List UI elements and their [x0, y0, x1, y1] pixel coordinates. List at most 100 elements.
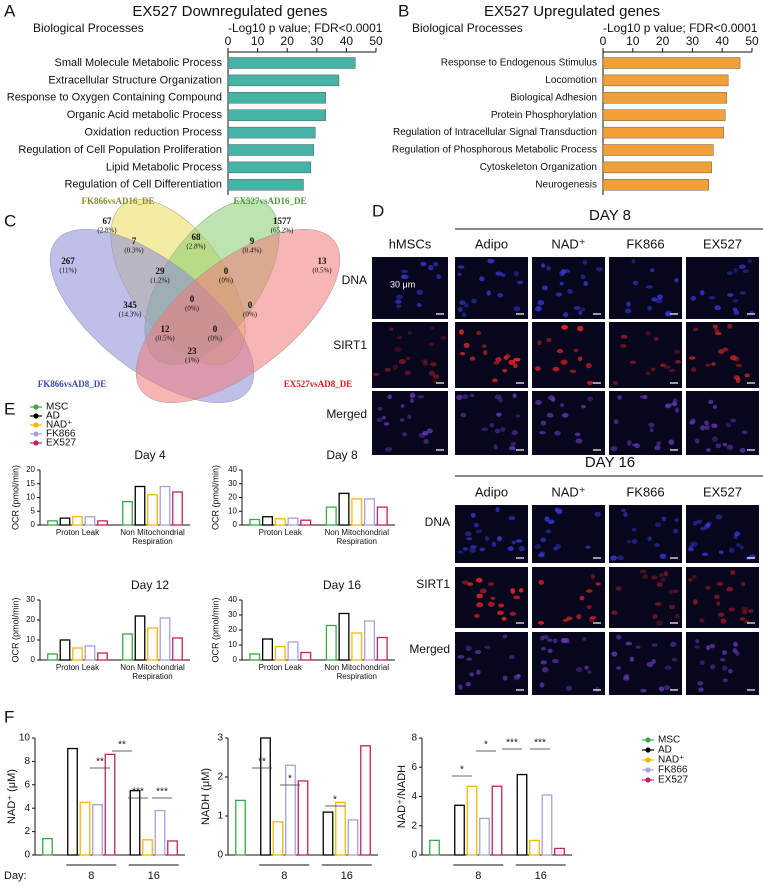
venn-percent: (0.5%): [312, 267, 332, 275]
venn-percent: (2.8%): [97, 227, 117, 235]
bar: [227, 179, 304, 191]
micrograph: [455, 632, 528, 695]
nucleus: [708, 296, 716, 300]
nucleus: [726, 586, 734, 592]
nucleus: [656, 581, 663, 587]
category-label: Response to Endogenous Stimulus: [441, 58, 597, 69]
bar: [364, 498, 375, 526]
label-box: Proton Leak: [55, 528, 100, 537]
y-tick-label: 20: [26, 465, 35, 474]
nucleus: [456, 394, 463, 401]
nucleus: [535, 305, 542, 312]
bar: [285, 764, 296, 856]
nucleus: [385, 446, 393, 452]
panel-label: A: [4, 1, 16, 20]
nucleus: [580, 404, 586, 409]
nucleus: [497, 293, 504, 298]
micrograph: [609, 322, 682, 388]
nucleus: [399, 418, 405, 422]
nucleus: [642, 394, 648, 400]
nucleus: [590, 574, 595, 580]
nucleus: [574, 432, 581, 437]
bar: [338, 492, 350, 526]
nucleus: [739, 448, 746, 453]
x-tick-label: 30: [686, 34, 700, 48]
nucleus: [483, 349, 488, 356]
nucleus: [622, 677, 630, 681]
nucleus: [730, 570, 736, 576]
row-label: Merged: [409, 642, 450, 656]
venn-count: 7: [132, 236, 137, 246]
nucleus: [651, 575, 658, 580]
nucleus: [700, 425, 706, 431]
venn-set-label: EX527vsAD16_DE: [233, 196, 306, 206]
nucleus: [706, 448, 711, 452]
nucleus: [668, 368, 676, 373]
nucleus: [462, 547, 469, 551]
y-tick-label: 0: [411, 850, 417, 861]
nucleus: [649, 428, 654, 433]
bar: [260, 737, 271, 856]
nucleus: [541, 666, 549, 673]
nucleus: [494, 428, 501, 434]
nucleus: [436, 274, 441, 280]
nucleus: [464, 531, 472, 537]
nucleus: [428, 370, 435, 376]
nucleus: [738, 264, 746, 269]
nucleus: [404, 370, 411, 376]
nucleus: [692, 521, 698, 527]
nucleus: [502, 368, 508, 373]
venn-percent: (11%): [59, 267, 77, 275]
nucleus: [595, 582, 601, 586]
nucleus: [469, 672, 475, 677]
bar: [287, 641, 299, 661]
venn-percent: (14.3%): [119, 311, 142, 319]
nucleus: [560, 403, 565, 408]
y-axis-title: OCR (pmol/min): [10, 597, 20, 662]
nucleus: [651, 297, 658, 302]
nucleus: [620, 334, 628, 339]
nucleus: [621, 508, 626, 513]
x-tick-label: Proton Leak: [55, 528, 100, 537]
nucleus: [704, 523, 711, 529]
venn-count: 68: [192, 232, 202, 242]
nucleus: [741, 606, 749, 611]
nucleus: [733, 310, 740, 315]
nucleus: [722, 678, 728, 683]
x-tick-label: 50: [745, 34, 759, 48]
nucleus: [537, 340, 542, 346]
nucleus: [465, 645, 472, 651]
label-box: Non Mitochondrial Respiration: [324, 528, 389, 546]
venn-percent: (2.8%): [186, 243, 206, 251]
bar: [351, 498, 363, 526]
nucleus: [495, 271, 503, 276]
bar: [491, 785, 503, 856]
bar: [554, 847, 565, 856]
nucleus: [718, 612, 725, 618]
x-tick-label: Non Mitochondrial Respiration: [324, 528, 389, 546]
nucleus: [494, 394, 502, 400]
nucleus: [537, 621, 545, 625]
column-header: EX527: [703, 236, 742, 251]
nucleus: [645, 331, 651, 336]
x-tick-label: 16: [535, 870, 547, 882]
nucleus: [645, 371, 651, 376]
nucleus: [718, 349, 725, 355]
y-axis-title: NADH (μM): [200, 768, 212, 825]
nucleus: [535, 399, 542, 406]
nucleus: [739, 291, 746, 295]
nucleus: [688, 356, 696, 360]
nucleus: [671, 657, 678, 662]
nucleus: [629, 360, 637, 364]
y-tick-label: 1: [217, 811, 223, 822]
nucleus: [701, 552, 709, 557]
nucleus: [484, 536, 489, 541]
nucleus: [465, 681, 471, 687]
nucleus: [513, 595, 521, 600]
legend-marker: [33, 440, 39, 446]
bar: [347, 819, 359, 856]
nucleus: [714, 305, 721, 311]
nucleus: [719, 658, 726, 662]
column-header: Biological Processes: [33, 21, 144, 35]
bar: [300, 519, 312, 526]
